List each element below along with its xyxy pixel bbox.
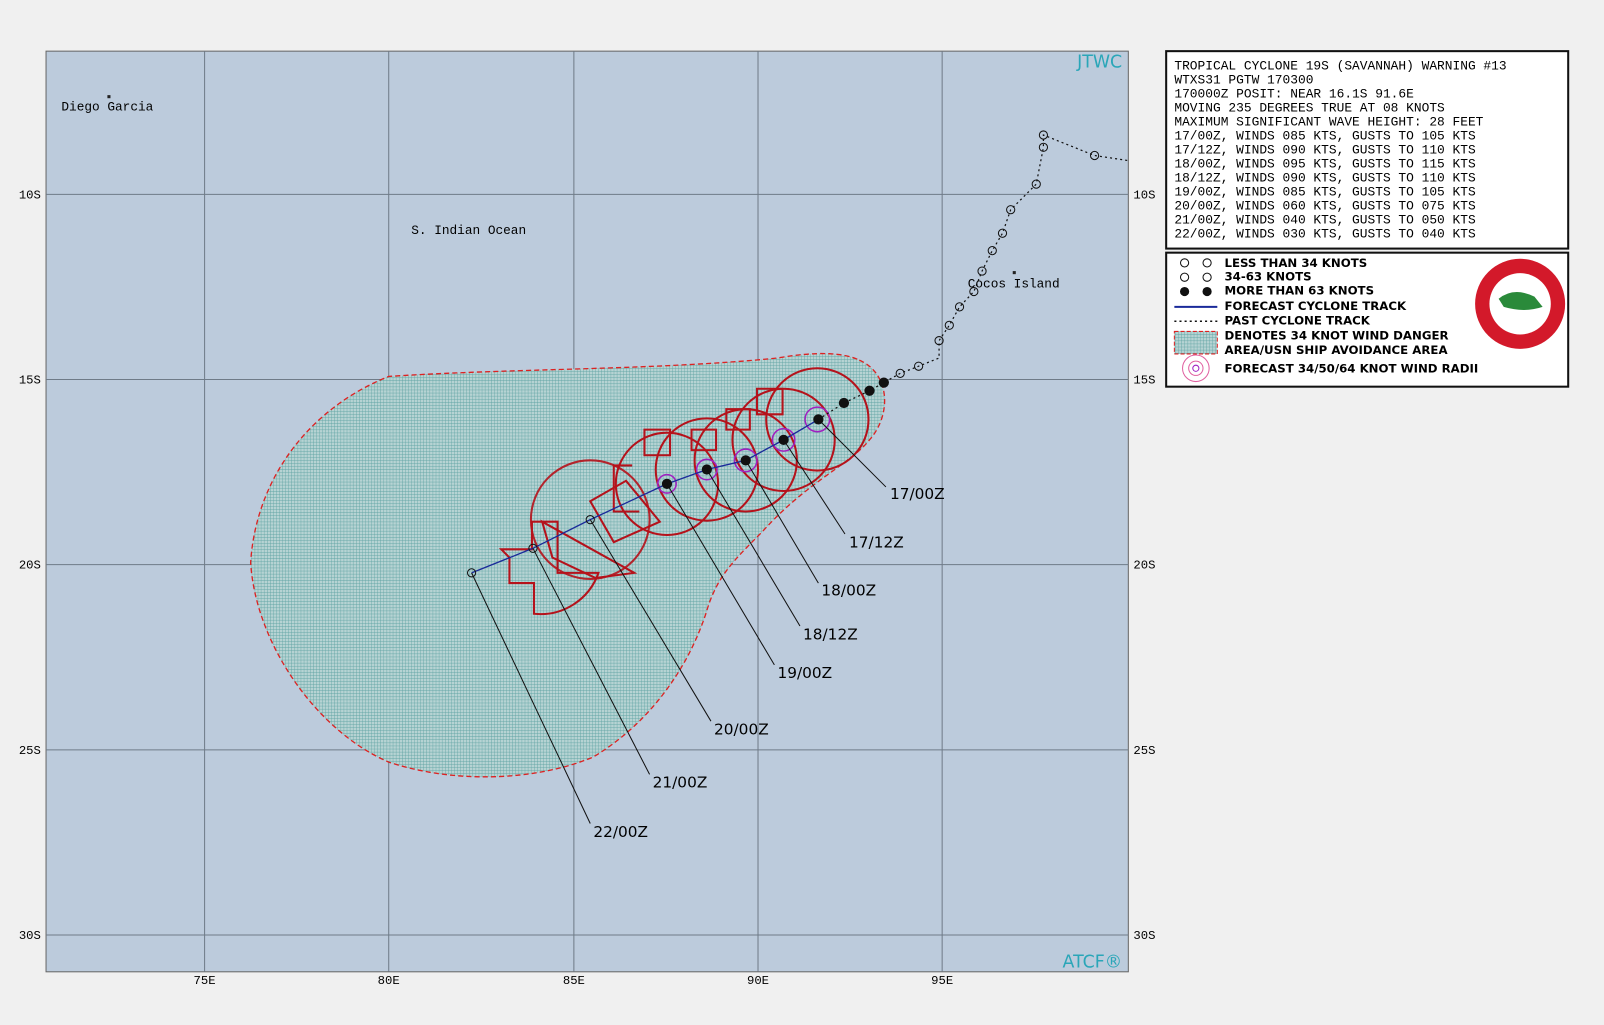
- legend-label: DENOTES 34 KNOT WIND DANGER: [1224, 329, 1448, 343]
- place-label: S. Indian Ocean: [411, 223, 526, 238]
- lon-tick-label: 80E: [378, 974, 400, 988]
- forecast-label: 17/00Z: [890, 485, 945, 503]
- warning-line: MOVING 235 DEGREES TRUE AT 08 KNOTS: [1174, 101, 1445, 116]
- legend-label: MORE THAN 63 KNOTS: [1224, 284, 1374, 298]
- lat-tick-label: 15S: [19, 374, 41, 388]
- legend-symbols: [1173, 258, 1218, 383]
- warning-line: 19/00Z, WINDS 085 KTS, GUSTS TO 105 KTS: [1174, 185, 1476, 200]
- legend-label: LESS THAN 34 KNOTS: [1224, 256, 1367, 270]
- warning-line: 17/12Z, WINDS 090 KTS, GUSTS TO 110 KTS: [1174, 143, 1476, 158]
- forecast-track: [471, 418, 819, 574]
- label-leaders: [471, 419, 887, 824]
- legend-label: PAST CYCLONE TRACK: [1224, 313, 1370, 327]
- place-label: Cocos Island: [968, 276, 1060, 291]
- forecast-label: 20/00Z: [714, 720, 769, 738]
- track-points-weak: [466, 130, 1100, 578]
- warning-line: 18/12Z, WINDS 090 KTS, GUSTS TO 110 KTS: [1174, 171, 1476, 186]
- warning-line: 18/00Z, WINDS 095 KTS, GUSTS TO 115 KTS: [1174, 157, 1476, 172]
- lat-tick-label: 15S: [1133, 374, 1155, 388]
- forecast-label: 17/12Z: [849, 533, 904, 551]
- lat-tick-label: 30S: [1133, 929, 1155, 943]
- legend-label: 34-63 KNOTS: [1224, 269, 1311, 283]
- warning-line: MAXIMUM SIGNIFICANT WAVE HEIGHT: 28 FEET: [1174, 115, 1483, 130]
- lat-tick-label: 20S: [19, 559, 41, 573]
- warning-line: 170000Z POSIT: NEAR 16.1S 91.6E: [1174, 87, 1414, 102]
- legend-label: FORECAST CYCLONE TRACK: [1224, 299, 1406, 313]
- warning-line: 20/00Z, WINDS 060 KTS, GUSTS TO 075 KTS: [1174, 199, 1476, 214]
- warning-line: 21/00Z, WINDS 040 KTS, GUSTS TO 050 KTS: [1174, 213, 1476, 228]
- lon-tick-label: 95E: [931, 974, 953, 988]
- forecast-label: 18/12Z: [803, 625, 858, 643]
- lon-tick-label: 75E: [194, 974, 216, 988]
- warning-line: TROPICAL CYCLONE 19S (SAVANNAH) WARNING …: [1174, 59, 1506, 74]
- lon-tick-label: 85E: [563, 974, 585, 988]
- forecast-label: 18/00Z: [821, 581, 876, 599]
- source-label: JTWC: [1076, 53, 1122, 73]
- credit-label: ATCF®: [1063, 953, 1123, 973]
- lat-tick-label: 10S: [19, 188, 41, 202]
- warning-box: [1165, 50, 1570, 250]
- wind-radii: [498, 367, 870, 616]
- legend-label: AREA/USN SHIP AVOIDANCE AREA: [1224, 343, 1448, 357]
- track-points-strong: [661, 377, 889, 489]
- warning-line: 22/00Z, WINDS 030 KTS, GUSTS TO 040 KTS: [1174, 227, 1476, 242]
- warning-line: WTXS31 PGTW 170300: [1174, 73, 1313, 88]
- place-marker: [107, 95, 111, 99]
- place-marker: [1012, 271, 1016, 275]
- warning-line: 17/00Z, WINDS 085 KTS, GUSTS TO 105 KTS: [1174, 129, 1476, 144]
- place-label: Diego Garcia: [61, 99, 153, 114]
- legend-label: FORECAST 34/50/64 KNOT WIND RADII: [1224, 361, 1478, 375]
- forecast-label: 22/00Z: [593, 823, 648, 841]
- lat-tick-label: 25S: [19, 744, 41, 758]
- forecast-label: 19/00Z: [777, 664, 832, 682]
- inner-radii: [656, 406, 831, 494]
- lat-tick-label: 25S: [1133, 744, 1155, 758]
- lat-tick-label: 30S: [19, 929, 41, 943]
- lat-tick-label: 10S: [1133, 188, 1155, 202]
- lat-tick-label: 20S: [1133, 559, 1155, 573]
- lon-tick-label: 90E: [747, 974, 769, 988]
- forecast-label: 21/00Z: [653, 774, 708, 792]
- jtwc-logo: [1475, 258, 1566, 349]
